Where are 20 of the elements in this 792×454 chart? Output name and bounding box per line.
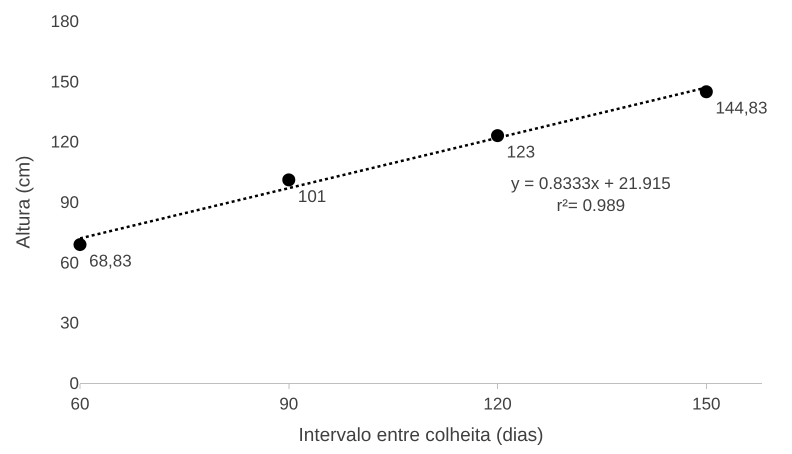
data-label: 144,83 [715, 98, 768, 118]
y-tick-label: 30 [60, 314, 79, 333]
point [282, 173, 296, 186]
y-axis-title: Altura (cm) [13, 156, 34, 248]
y-tick-label: 120 [50, 132, 79, 152]
point [700, 85, 713, 98]
x-axis-title: Intervalo entre colheita (dias) [298, 425, 544, 446]
y-tick-label: 0 [70, 374, 79, 393]
y-tick-label: 60 [60, 253, 79, 272]
y-tick-label: 150 [50, 72, 79, 92]
point [74, 238, 86, 252]
data-label: 101 [298, 186, 326, 206]
y-tick-label: 180 [50, 12, 79, 31]
x-tick-label: 150 [692, 394, 721, 414]
data-label: 123 [506, 142, 536, 162]
annotation: y = 0.8333x + 21.915 r²= 0.989 [511, 174, 671, 216]
y-tick-label: 90 [60, 192, 79, 212]
data-label: 68,83 [89, 251, 132, 270]
x-tick-label: 90 [279, 394, 298, 414]
x-tick-label: 120 [483, 394, 512, 414]
